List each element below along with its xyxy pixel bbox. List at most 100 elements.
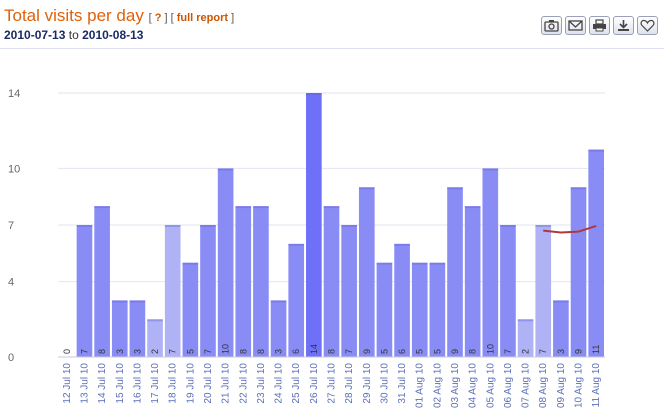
x-tick-label: 26 Jul 10 bbox=[309, 363, 320, 404]
bar-value-label: 3 bbox=[556, 349, 566, 354]
chart-title-block: Total visits per day [ ? ] [ full report… bbox=[4, 6, 234, 26]
x-tick-label: 25 Jul 10 bbox=[291, 363, 302, 404]
download-button[interactable] bbox=[613, 16, 634, 35]
full-report-link[interactable]: full report bbox=[176, 12, 229, 24]
bar-value-label: 5 bbox=[415, 349, 425, 354]
bar-top-edge bbox=[553, 300, 569, 303]
bar bbox=[482, 168, 499, 357]
date-to-word: to bbox=[68, 28, 79, 42]
bar-value-label: 9 bbox=[574, 349, 584, 354]
bar-top-edge bbox=[94, 206, 110, 209]
bar-top-edge bbox=[164, 225, 181, 227]
x-tick-label: 22 Jul 10 bbox=[238, 363, 249, 404]
x-tick-label: 02 Aug 10 bbox=[432, 363, 443, 408]
bar-top-edge bbox=[341, 225, 357, 227]
x-tick-label: 21 Jul 10 bbox=[221, 363, 232, 404]
bar-value-label: 7 bbox=[344, 349, 354, 354]
bar-top-edge bbox=[217, 168, 234, 171]
bar-value-label: 8 bbox=[238, 349, 248, 354]
x-tick-label: 12 Jul 10 bbox=[62, 363, 73, 404]
bar-value-label: 10 bbox=[485, 344, 495, 354]
favorite-button[interactable] bbox=[637, 16, 658, 35]
bar-top-edge bbox=[482, 168, 499, 171]
bar bbox=[517, 319, 534, 357]
bar bbox=[535, 225, 552, 357]
bar bbox=[429, 262, 446, 357]
header-divider bbox=[0, 48, 664, 49]
x-tick-label: 07 Aug 10 bbox=[521, 363, 532, 408]
x-tick-label: 06 Aug 10 bbox=[503, 363, 514, 408]
bar-top-edge bbox=[570, 187, 587, 190]
heart-icon bbox=[640, 19, 655, 32]
bar-top-edge bbox=[323, 206, 340, 209]
camera-icon bbox=[544, 20, 559, 32]
bar bbox=[76, 225, 93, 357]
bar-value-label: 6 bbox=[397, 349, 407, 354]
x-tick-label: 17 Jul 10 bbox=[150, 363, 161, 404]
x-tick-label: 27 Jul 10 bbox=[327, 363, 338, 404]
date-to: 2010-08-13 bbox=[82, 28, 144, 42]
bar-value-label: 8 bbox=[256, 349, 266, 354]
bar-value-label: 2 bbox=[521, 349, 531, 354]
mail-icon bbox=[568, 20, 583, 31]
email-button[interactable] bbox=[565, 16, 586, 35]
x-tick-label: 04 Aug 10 bbox=[468, 363, 479, 408]
bar bbox=[164, 225, 181, 357]
x-tick-label: 14 Jul 10 bbox=[97, 363, 108, 404]
bar-top-edge bbox=[306, 93, 322, 95]
bar-value-label: 9 bbox=[362, 349, 372, 354]
x-tick-label: 20 Jul 10 bbox=[203, 363, 214, 404]
bar bbox=[447, 187, 463, 357]
bar bbox=[323, 206, 340, 357]
export-image-button[interactable] bbox=[541, 16, 562, 35]
help-bracket: [ ? ] [ full report ] bbox=[148, 12, 235, 24]
bar bbox=[341, 225, 357, 357]
bar-top-edge bbox=[535, 225, 552, 227]
bar-top-edge bbox=[429, 262, 446, 265]
bar-value-label: 9 bbox=[450, 349, 460, 354]
print-icon bbox=[593, 19, 606, 32]
page-title: Total visits per day bbox=[4, 6, 144, 25]
bar bbox=[553, 300, 569, 357]
bar bbox=[147, 319, 163, 357]
bar-value-label: 6 bbox=[291, 349, 301, 354]
bar-value-label: 7 bbox=[538, 349, 548, 354]
x-tick-label: 01 Aug 10 bbox=[415, 363, 426, 408]
bar-value-label: 3 bbox=[274, 349, 284, 354]
x-tick-label: 05 Aug 10 bbox=[485, 363, 496, 408]
bar-value-label: 3 bbox=[115, 349, 125, 354]
bar-value-label: 8 bbox=[468, 349, 478, 354]
y-tick-label: 14 bbox=[8, 88, 20, 100]
x-tick-label: 24 Jul 10 bbox=[274, 363, 285, 404]
bar bbox=[182, 262, 199, 357]
bar-top-edge bbox=[288, 243, 305, 246]
bar bbox=[411, 262, 428, 357]
bar-value-label: 3 bbox=[132, 349, 142, 354]
bar-top-edge bbox=[411, 262, 428, 265]
bar bbox=[253, 206, 269, 357]
bar-top-edge bbox=[447, 187, 463, 190]
bar bbox=[217, 168, 234, 357]
x-tick-label: 29 Jul 10 bbox=[362, 363, 373, 404]
y-tick-label: 10 bbox=[8, 163, 20, 175]
bar bbox=[94, 206, 110, 357]
x-tick-label: 08 Aug 10 bbox=[538, 363, 549, 408]
bar bbox=[111, 300, 128, 357]
bar-top-edge bbox=[517, 319, 534, 322]
bar bbox=[288, 243, 305, 357]
bar-value-label: 7 bbox=[79, 349, 89, 354]
bar-value-label: 7 bbox=[203, 349, 213, 354]
print-button[interactable] bbox=[589, 16, 610, 35]
bar-chart: 0 4 7 10 14 0 12 Jul 10 7 13 Jul 10 8 14 Jul 10 3 15… bbox=[8, 88, 605, 408]
bar-top-edge bbox=[376, 262, 393, 265]
x-tick-label: 03 Aug 10 bbox=[450, 363, 461, 408]
bar-top-edge bbox=[182, 262, 199, 265]
y-tick-label: 7 bbox=[8, 220, 14, 232]
x-tick-label: 23 Jul 10 bbox=[256, 363, 267, 404]
bar-top-edge bbox=[111, 300, 128, 303]
date-range: 2010-07-13 to 2010-08-13 bbox=[4, 28, 143, 42]
bar bbox=[200, 225, 216, 357]
bar bbox=[588, 149, 604, 357]
bar-value-label: 11 bbox=[591, 345, 601, 354]
help-link[interactable]: ? bbox=[154, 12, 162, 24]
